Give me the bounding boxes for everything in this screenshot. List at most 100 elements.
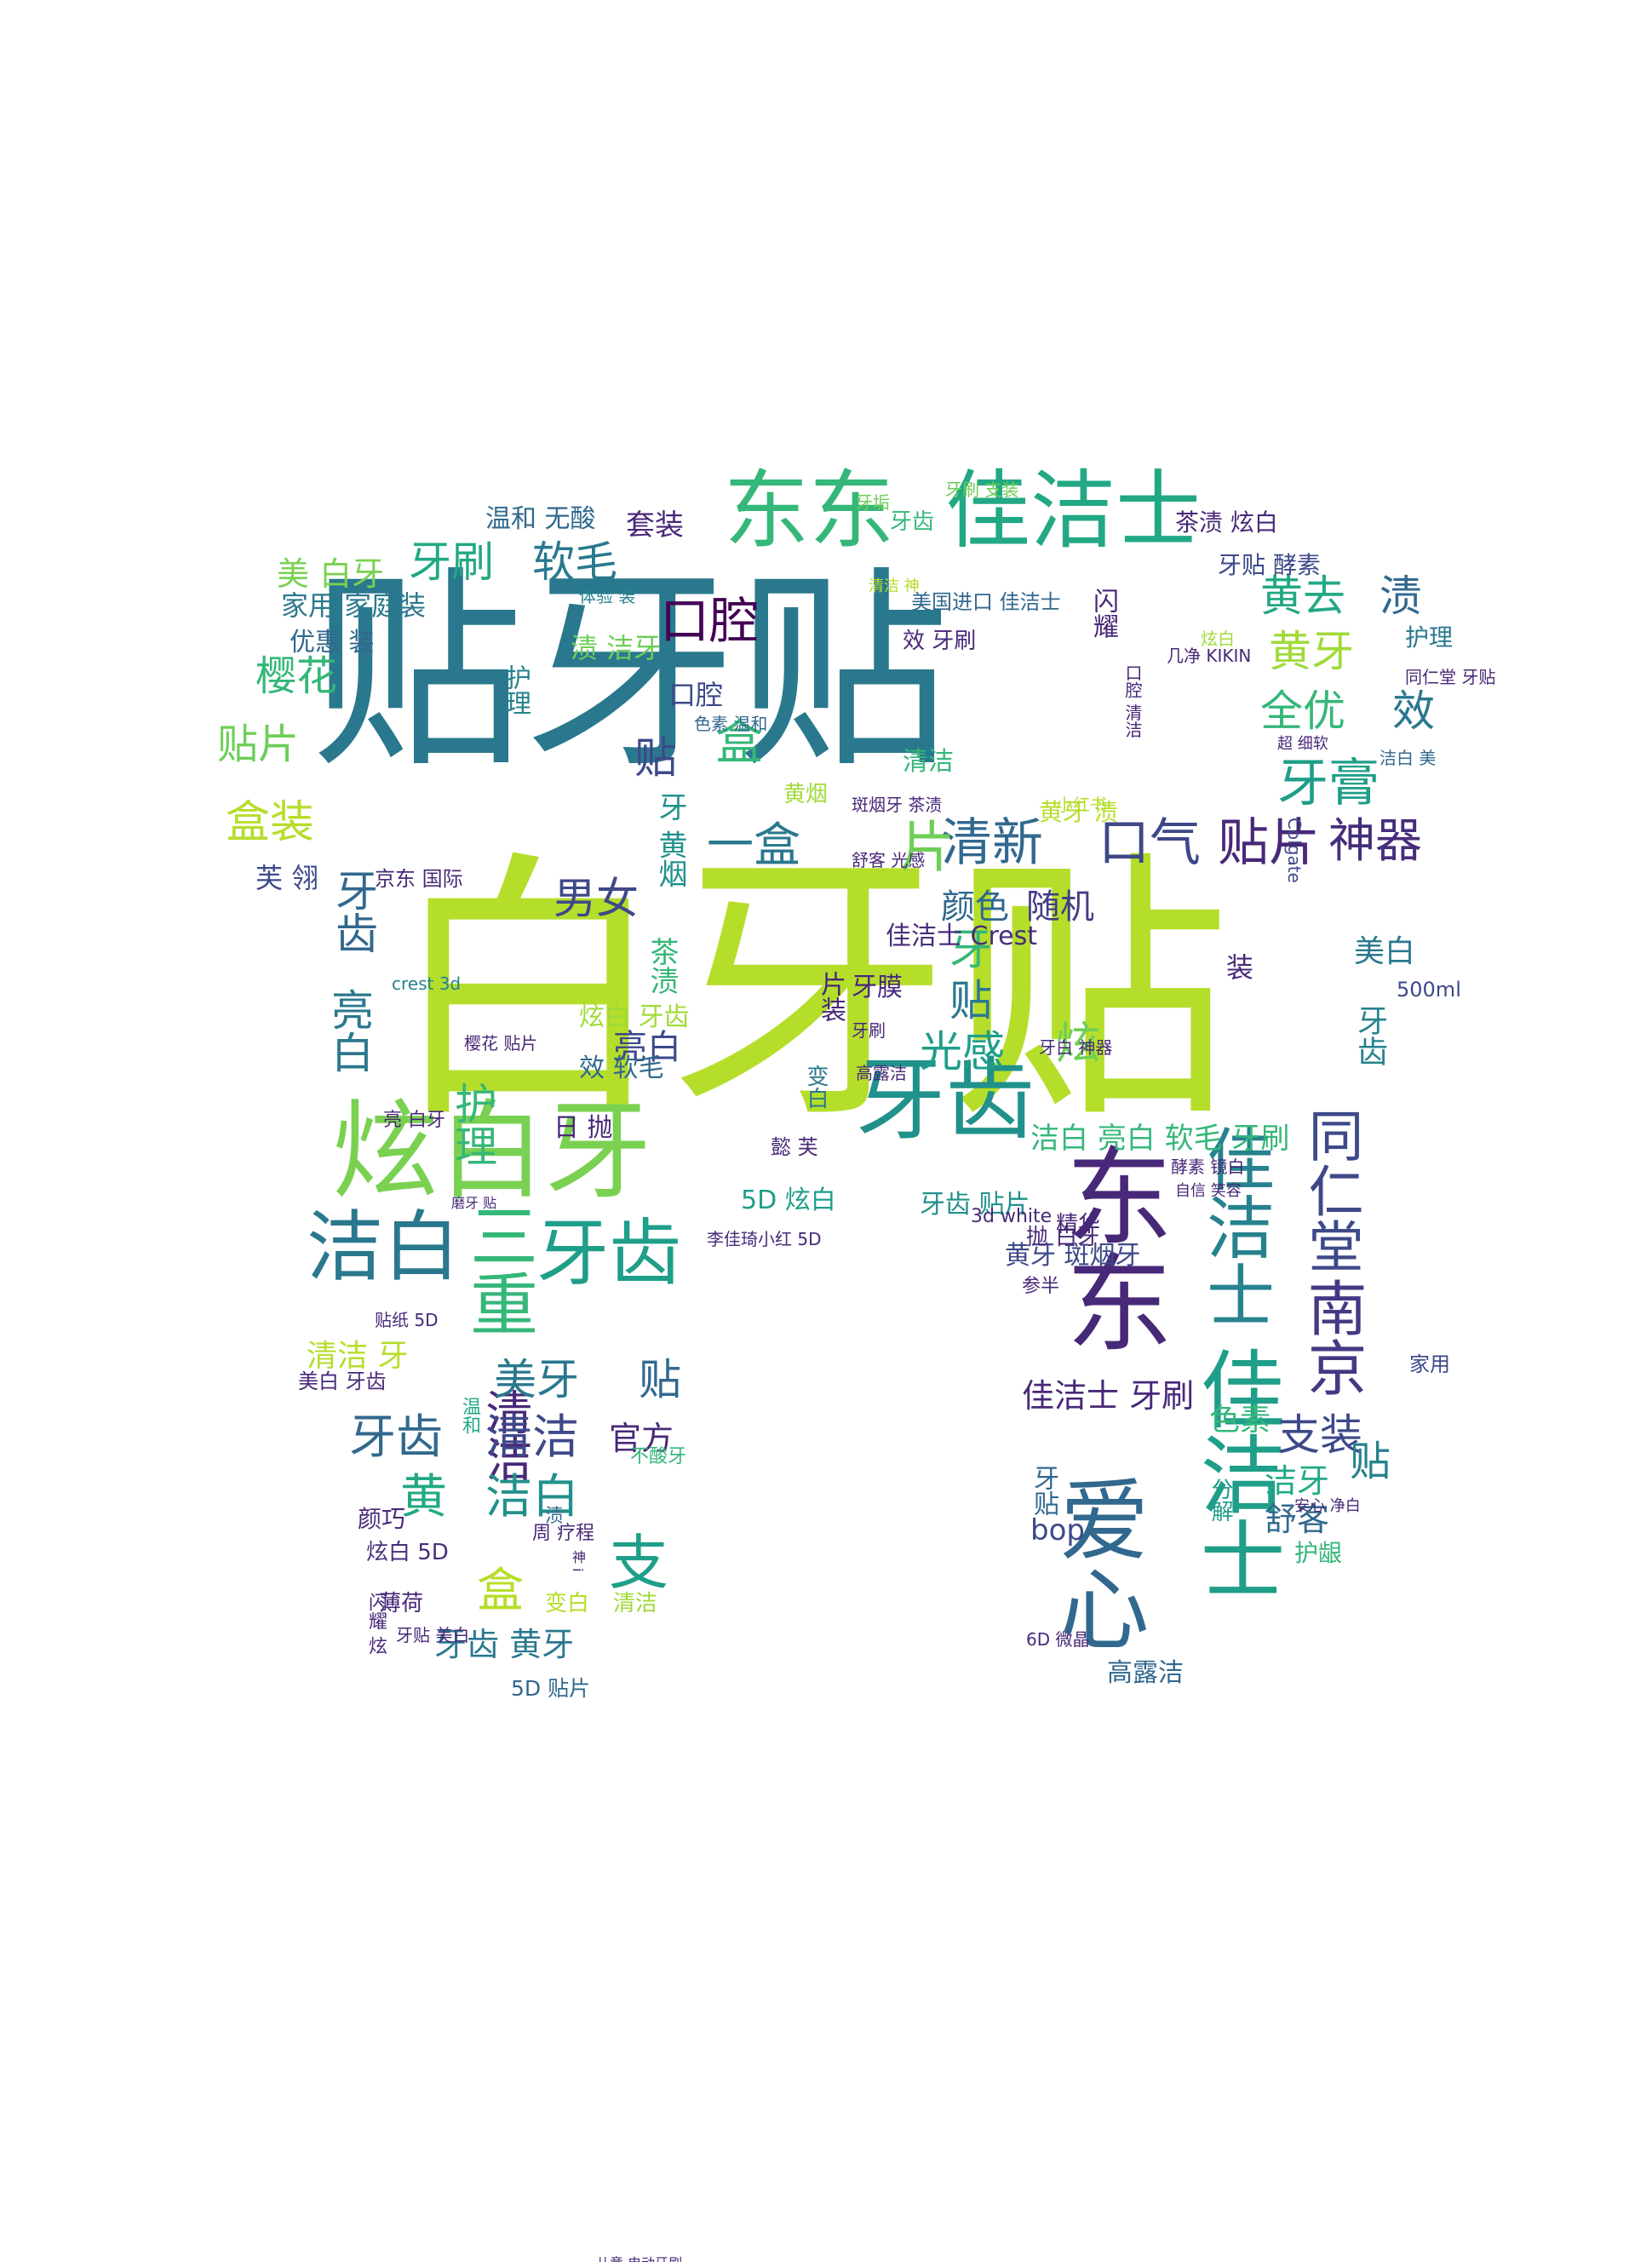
word-cloud-word: 高露洁 xyxy=(856,1063,907,1083)
word-cloud-word: 随机 xyxy=(1026,887,1094,927)
word-cloud-word: 光感 xyxy=(920,1027,1005,1076)
word-cloud-word: 亮白 xyxy=(613,1028,681,1067)
word-cloud-word: 清洁 牙 xyxy=(307,1339,409,1374)
word-cloud-word: 南京 xyxy=(1298,1277,1368,1397)
word-cloud-word: 几净 KIKIN xyxy=(1167,646,1252,666)
word-cloud-word: 渍 xyxy=(1380,571,1422,621)
word-cloud-word: 亮白 xyxy=(324,988,374,1073)
word-cloud-word: 温和 xyxy=(459,1397,480,1434)
word-cloud-word: 贴纸 5D xyxy=(375,1310,439,1330)
word-cloud-word: 安心 净白 xyxy=(1294,1497,1361,1515)
word-cloud-word: 黄牙 xyxy=(1269,627,1354,676)
word-cloud-word: 清洁 xyxy=(478,1388,532,1482)
word-cloud-word: 自信 笑容 xyxy=(1175,1182,1242,1200)
word-cloud-word: 牙贴 xyxy=(1029,1465,1058,1516)
word-cloud-word: 颜巧 xyxy=(358,1505,406,1533)
word-cloud-word: 牙贴 酵素 xyxy=(1218,551,1321,579)
word-cloud-word: 支装 xyxy=(1277,1410,1362,1460)
word-cloud-word: 护理 xyxy=(501,664,531,715)
word-cloud-word: 体验 装 xyxy=(579,586,636,606)
word-cloud-word: Colgate xyxy=(1284,818,1305,883)
word-cloud-word: 家用 家庭装 xyxy=(281,589,427,622)
word-cloud-word: 京东 国际 xyxy=(375,867,463,891)
word-cloud-word: 口腔 xyxy=(668,679,724,711)
word-cloud-word: 牙刷 xyxy=(409,537,494,587)
word-cloud-word: 周 疗程 xyxy=(532,1523,594,1544)
word-cloud-word: 舒客 xyxy=(1265,1501,1330,1538)
word-cloud-word: 李佳琦小红 5D xyxy=(707,1229,822,1249)
word-cloud-word: 全优 xyxy=(1260,686,1345,736)
word-cloud-word: 薄荷 xyxy=(379,1591,424,1616)
word-cloud-word: 佳洁士 xyxy=(1196,1124,1275,1329)
word-cloud-word: 家用 xyxy=(1409,1352,1450,1376)
word-cloud-word: 牙齿 黄牙 xyxy=(434,1626,575,1663)
word-cloud-word: 牙贴 美白 xyxy=(396,1625,470,1645)
word-cloud-word: 牙刷 xyxy=(852,1020,886,1041)
word-cloud-word: 东东 xyxy=(1047,1141,1171,1354)
word-cloud-word: 效 xyxy=(1392,686,1435,736)
word-cloud-word: 变白 xyxy=(803,1065,829,1109)
word-cloud-word: 颜色 xyxy=(941,887,1009,927)
word-cloud-word: 装 xyxy=(1226,951,1254,984)
word-cloud-word: 清洁 神 xyxy=(869,577,920,595)
word-cloud-word: 美国进口 佳洁士 xyxy=(911,590,1061,614)
word-cloud-word: 茶渍 xyxy=(645,937,679,995)
word-cloud-word: 芙 翎 xyxy=(255,862,319,894)
word-cloud-word: 5D 贴片 xyxy=(511,1676,591,1701)
word-cloud-word: 精华 xyxy=(1056,1212,1101,1237)
word-cloud-word: 男女 xyxy=(554,874,639,923)
word-cloud-word: 牙齿 xyxy=(1352,1005,1387,1066)
word-cloud-word: 口腔 xyxy=(660,592,760,650)
word-cloud-word: 神 i xyxy=(570,1550,586,1572)
word-cloud-word: 贴 xyxy=(949,976,992,1025)
word-cloud-word: 樱花 贴片 xyxy=(464,1033,538,1053)
word-cloud-word: 黄牙 渍 xyxy=(1039,798,1118,826)
word-cloud-word: 茶渍 炫白 xyxy=(1175,508,1278,537)
word-cloud-word: 日 抛 xyxy=(554,1113,613,1143)
word-cloud-word: 清洁 xyxy=(613,1591,658,1616)
word-cloud-word: 优惠 装 xyxy=(290,628,375,657)
word-cloud-word: 牙齿 xyxy=(329,869,378,954)
word-cloud-word: 神器 xyxy=(1328,813,1423,868)
word-cloud-word: 斑烟牙 茶渍 xyxy=(852,795,943,815)
word-cloud-word: 渍 xyxy=(545,1506,565,1527)
word-cloud-word: 高露洁 xyxy=(1107,1658,1184,1688)
word-cloud-word: 贴片 xyxy=(217,721,300,768)
word-cloud-word: 白牙贴 xyxy=(387,829,1230,1156)
word-cloud-word: 舒客 光感 xyxy=(852,850,926,870)
word-cloud-word: 渍 洁牙 xyxy=(571,632,662,664)
word-cloud-word: 美白 牙齿 xyxy=(298,1369,387,1393)
word-cloud-word: 清洁 xyxy=(485,1409,580,1464)
word-cloud-word: 佳洁士 xyxy=(1185,1346,1285,1601)
word-cloud-word: 黄烟 xyxy=(783,782,829,807)
word-cloud-word: 牙齿 xyxy=(536,1212,682,1296)
word-cloud-word: 贴 xyxy=(634,733,677,783)
word-cloud-word: 儿童 电动牙刷 xyxy=(596,2257,682,2262)
word-cloud-word: 美 白牙 xyxy=(277,555,385,593)
word-cloud-word: 色素 xyxy=(1209,1403,1271,1438)
word-cloud-word: 洁白 美 xyxy=(1380,748,1437,768)
word-cloud-word: 炫白牙 xyxy=(332,1090,651,1214)
word-cloud-word: bop xyxy=(1030,1513,1085,1547)
word-cloud-word: 效 软毛 xyxy=(579,1053,664,1083)
word-cloud-word: 佳洁士 Crest xyxy=(886,921,1038,951)
word-cloud-word: 牙膜 xyxy=(852,973,903,1002)
word-cloud-word: 盒装 xyxy=(226,797,315,848)
word-cloud-word: 炫白 牙齿 xyxy=(579,1002,690,1032)
word-cloud-word: 磨牙 贴 xyxy=(451,1195,497,1211)
word-cloud-word: 酵素 镜白 xyxy=(1171,1157,1245,1177)
word-cloud-word: 软毛 xyxy=(532,537,617,587)
word-cloud-word: 盒 xyxy=(477,1563,525,1617)
word-cloud-word: 三重 xyxy=(459,1201,538,1337)
word-cloud-word: 抛 白牙 xyxy=(1026,1225,1100,1250)
word-cloud-word: 温和 无酸 xyxy=(485,504,596,534)
word-cloud-word: 美牙 xyxy=(494,1355,579,1404)
word-cloud-word: 炫 xyxy=(1056,1019,1101,1070)
word-cloud-word: 参半 xyxy=(1022,1276,1060,1297)
word-cloud-word: 东东 xyxy=(724,461,894,560)
word-cloud-word: 牙 黄烟 xyxy=(653,792,687,888)
word-cloud-word: 亮 白牙 xyxy=(383,1110,445,1131)
word-cloud-word: 片装 xyxy=(816,971,846,1022)
word-cloud-word: 盒 xyxy=(715,715,763,771)
